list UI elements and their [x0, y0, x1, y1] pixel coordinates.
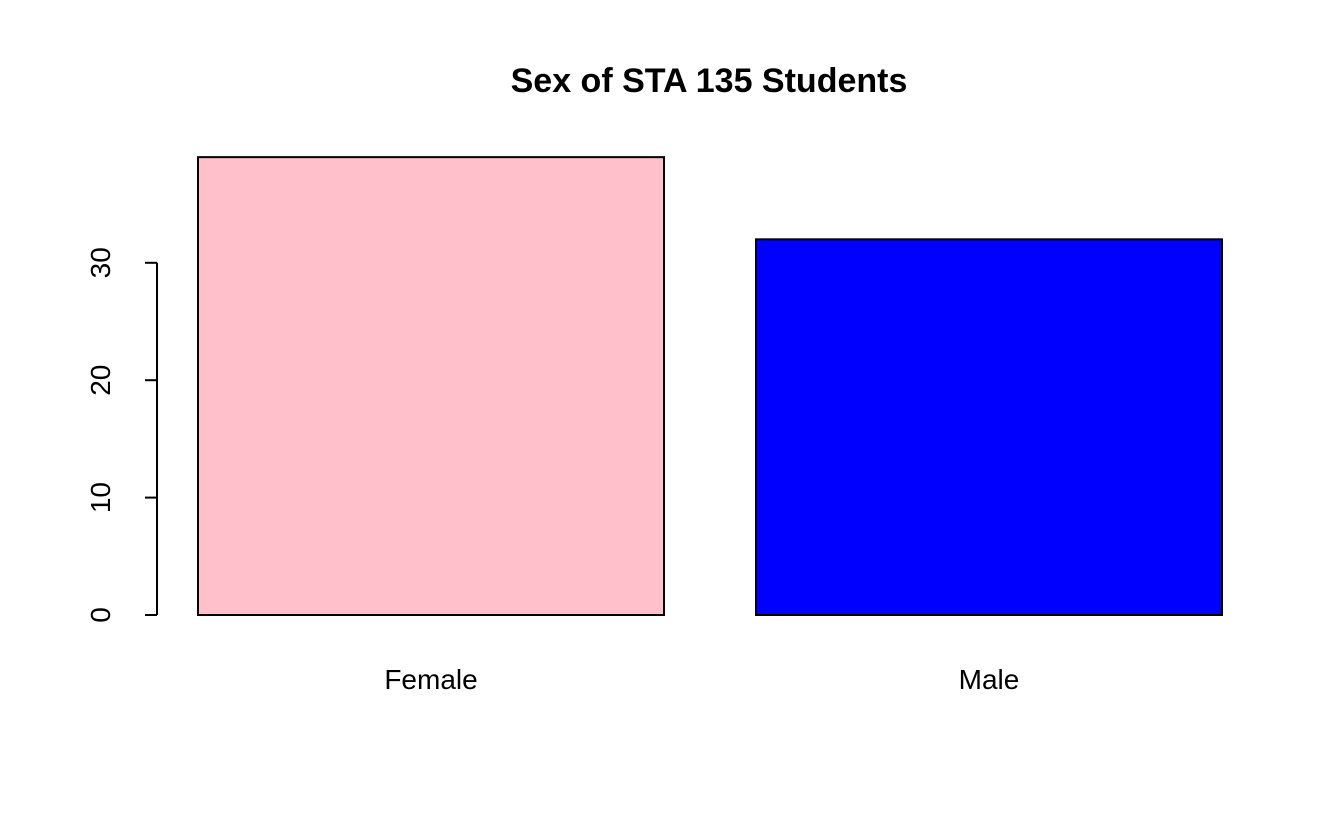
x-tick-label: Female	[384, 664, 477, 695]
y-tick-label: 30	[85, 247, 116, 278]
chart-title: Sex of STA 135 Students	[511, 62, 908, 100]
y-tick-label: 20	[85, 365, 116, 396]
bar-female	[197, 156, 665, 616]
x-tick-label: Male	[959, 664, 1020, 695]
y-tick-label: 10	[85, 482, 116, 513]
y-axis: 0 10 20 30	[85, 247, 158, 623]
y-tick-label: 0	[85, 607, 116, 623]
bar-male	[755, 238, 1223, 616]
